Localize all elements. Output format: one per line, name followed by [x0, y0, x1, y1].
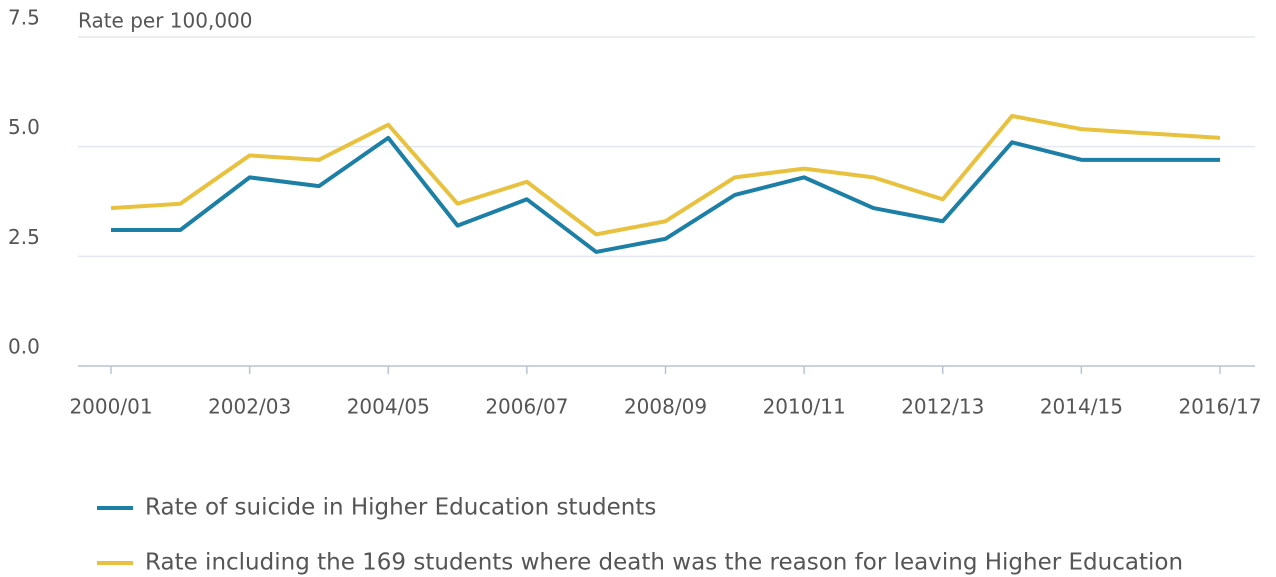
legend-label: Rate including the 169 students where de… — [145, 550, 1183, 576]
y-tick-label: 7.5 — [8, 6, 40, 30]
y-axis-label: Rate per 100,000 — [78, 9, 253, 33]
x-tick-label: 2008/09 — [624, 395, 707, 419]
x-tick-label: 2006/07 — [485, 395, 568, 419]
x-tick-label: 2012/13 — [901, 395, 984, 419]
x-tick-label: 2000/01 — [69, 395, 152, 419]
x-tick-label: 2016/17 — [1178, 395, 1261, 419]
y-tick-label: 0.0 — [8, 335, 40, 359]
x-tick-label: 2002/03 — [208, 395, 291, 419]
x-tick-label: 2014/15 — [1040, 395, 1123, 419]
x-tick-label: 2004/05 — [347, 395, 430, 419]
x-tick-label: 2010/11 — [763, 395, 846, 419]
series-line — [110, 113, 1221, 237]
legend: Rate of suicide in Higher Education stud… — [97, 495, 1183, 576]
y-tick-label: 5.0 — [8, 115, 40, 139]
legend-label: Rate of suicide in Higher Education stud… — [145, 495, 656, 521]
series-line — [111, 135, 1220, 254]
y-tick-label: 2.5 — [8, 225, 40, 249]
